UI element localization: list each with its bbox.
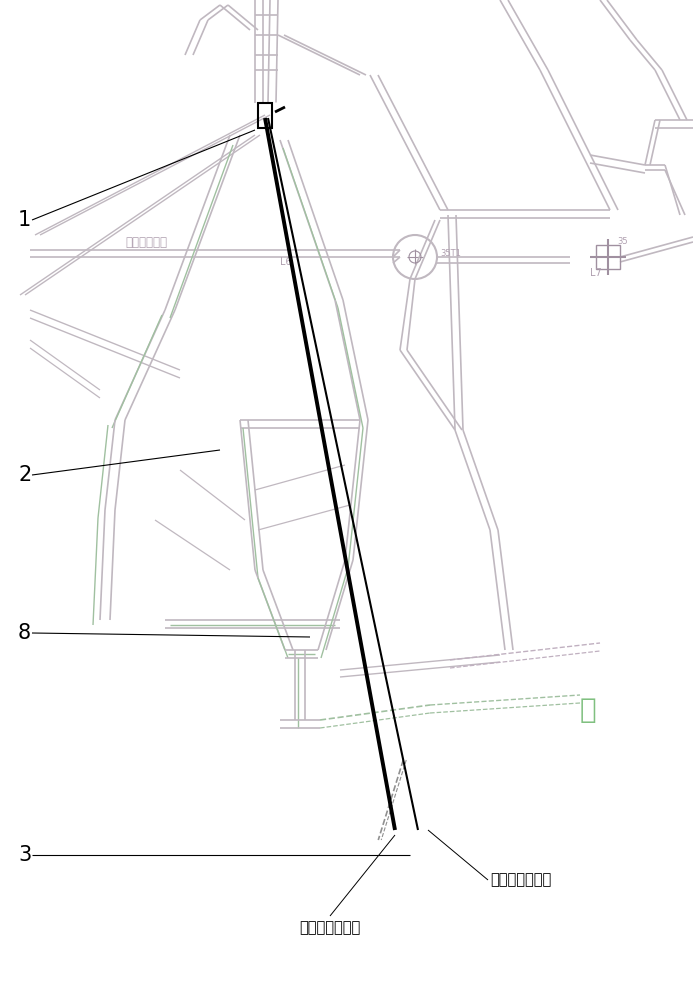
Text: 1: 1 — [18, 210, 31, 230]
Text: 3: 3 — [18, 845, 31, 865]
Text: 35: 35 — [617, 237, 628, 246]
Text: 35T1: 35T1 — [440, 248, 461, 257]
Text: 火: 火 — [580, 696, 597, 724]
Text: 井下主变电屋: 井下主变电屋 — [125, 235, 167, 248]
Bar — [258, 103, 272, 127]
Text: 2: 2 — [18, 465, 31, 485]
Text: 8: 8 — [18, 623, 31, 643]
Text: 有分支定向钔孔: 有分支定向钔孔 — [490, 872, 551, 888]
Text: L7: L7 — [590, 268, 602, 278]
Text: 无分支定向钔孔: 无分支定向钔孔 — [299, 920, 360, 936]
Bar — [596, 245, 620, 269]
Text: L6: L6 — [280, 257, 292, 267]
